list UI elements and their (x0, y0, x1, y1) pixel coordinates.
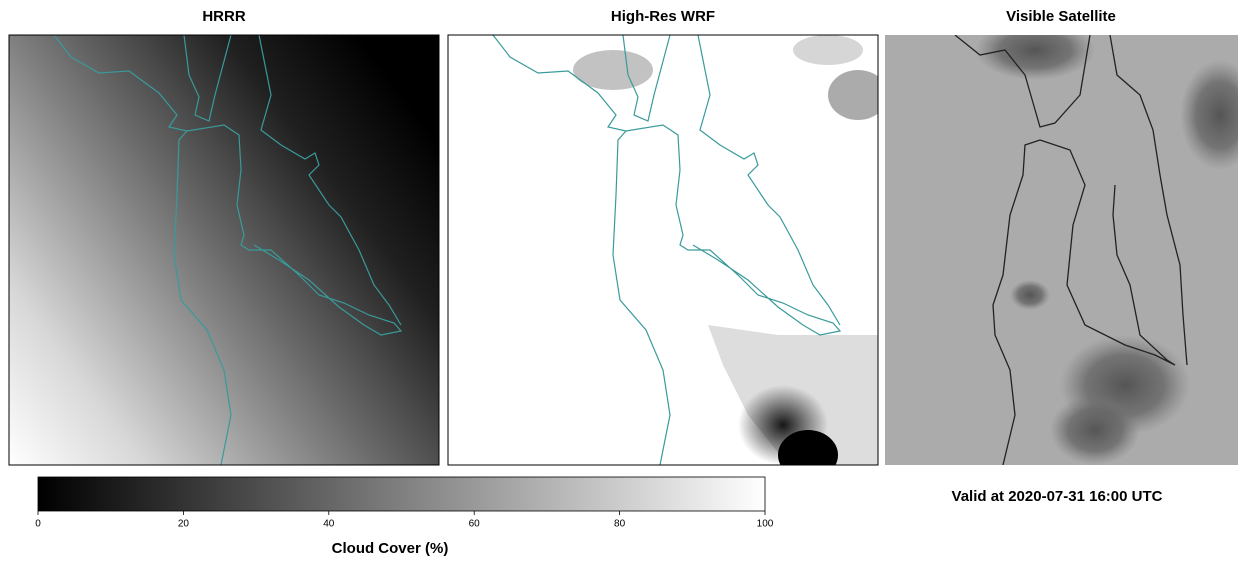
panel-title: High-Res WRF (611, 8, 715, 25)
colorbar-tick-label: 100 (757, 519, 774, 530)
colorbar-tick-label: 20 (178, 519, 190, 530)
hrrr-map (9, 35, 439, 465)
colorbar (38, 477, 765, 511)
satellite-image (885, 20, 1238, 465)
panel-title: Visible Satellite (1006, 8, 1116, 25)
colorbar-tick-label: 0 (35, 519, 41, 530)
colorbar-tick-label: 80 (614, 519, 626, 530)
valid-time: Valid at 2020-07-31 16:00 UTC (952, 488, 1163, 505)
colorbar-tick-label: 40 (323, 519, 335, 530)
panel-title: HRRR (202, 8, 245, 25)
figure: HRRR High-Res WRF Visible Satellite (0, 0, 1238, 563)
wrf-map (448, 35, 888, 480)
colorbar-tick-label: 60 (469, 519, 481, 530)
colorbar-label: Cloud Cover (%) (332, 540, 449, 557)
